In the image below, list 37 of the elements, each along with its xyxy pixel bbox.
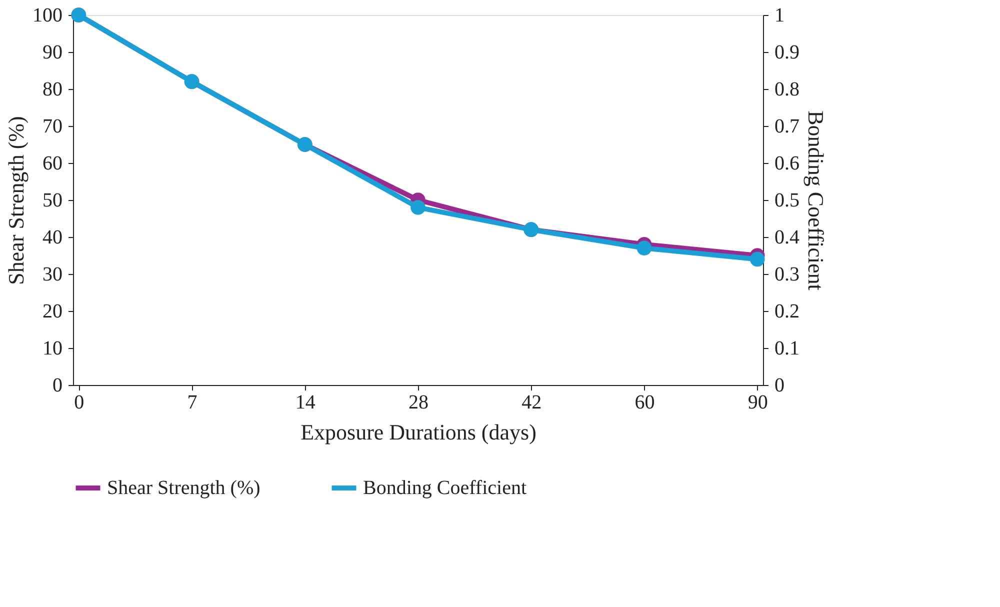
y2-tick-label: 0 xyxy=(774,374,784,396)
y-axis-title: Shear Strength (%) xyxy=(4,116,28,285)
y2-tick-label: 0.6 xyxy=(774,152,800,174)
y-tick-label: 20 xyxy=(42,300,62,322)
y-tick-label: 10 xyxy=(42,338,62,360)
y-tick-label: 70 xyxy=(42,116,62,138)
x-tick-label: 60 xyxy=(634,392,655,414)
y2-tick-label: 0.4 xyxy=(774,226,800,248)
y2-tick-label: 0.1 xyxy=(774,338,800,360)
x-tick-label: 7 xyxy=(187,392,198,414)
x-axis-title: Exposure Durations (days) xyxy=(300,420,536,444)
y-tick-label: 100 xyxy=(32,4,62,26)
y2-axis-title: Bonding Coefficient xyxy=(804,110,828,290)
y2-tick-label: 0.7 xyxy=(774,116,800,138)
x-tick-label: 0 xyxy=(74,392,84,414)
y-tick-label: 50 xyxy=(42,190,62,212)
point xyxy=(410,200,426,215)
legend-label: Shear Strength (%) xyxy=(107,477,260,499)
y-tick-label: 90 xyxy=(42,42,62,64)
y-tick-label: 80 xyxy=(42,78,62,100)
x-tick-label: 90 xyxy=(748,392,768,414)
y-tick-label: 30 xyxy=(42,264,62,286)
x-tick-label: 14 xyxy=(295,392,316,414)
y2-tick-label: 0.3 xyxy=(774,264,800,286)
y2-tick-label: 1 xyxy=(774,4,784,26)
point xyxy=(636,240,652,256)
y-tick-label: 40 xyxy=(42,226,62,248)
y-tick-label: 60 xyxy=(42,152,62,174)
point xyxy=(750,252,765,267)
y2-tick-label: 0.8 xyxy=(774,78,800,100)
y-tick-label: 0 xyxy=(52,374,62,396)
x-tick-label: 42 xyxy=(522,392,542,414)
x-tick-label: 28 xyxy=(408,392,428,414)
y2-tick-label: 0.5 xyxy=(774,190,800,212)
y2-tick-label: 0.9 xyxy=(774,42,800,64)
legend-label: Bonding Coefficient xyxy=(363,477,527,499)
y2-tick-label: 0.2 xyxy=(774,300,800,322)
